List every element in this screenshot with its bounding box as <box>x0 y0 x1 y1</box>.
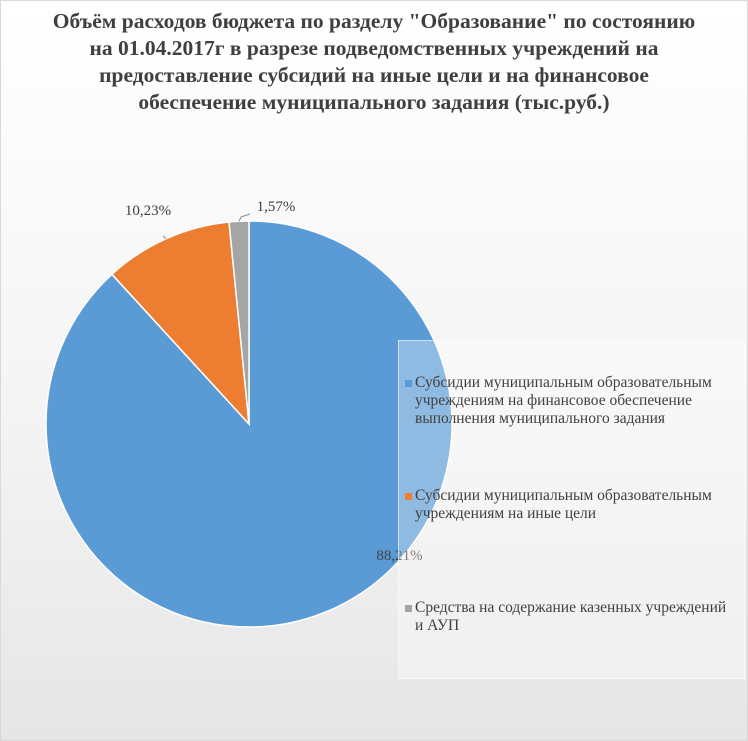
legend-item-other-purposes: Субсидии муниципальным образовательным у… <box>405 487 735 523</box>
label-leader-line <box>238 213 251 222</box>
legend-label: Средства на содержание казенных учрежден… <box>415 599 727 634</box>
legend-swatch <box>405 380 412 387</box>
legend-swatch <box>405 493 412 500</box>
pie-slice-state-institutions <box>228 220 250 425</box>
chart-legend: Субсидии муниципальным образовательным у… <box>398 340 745 679</box>
data-label-other-purposes: 10,23% <box>125 203 171 219</box>
legend-swatch <box>405 605 412 612</box>
chart-title: Объём расходов бюджета по разделу "Образ… <box>52 9 696 114</box>
data-label-state-institutions: 1,57% <box>257 199 296 215</box>
pie-slice-other-purposes <box>110 221 250 427</box>
label-leader-line <box>162 235 167 240</box>
legend-item-state-institutions: Средства на содержание казенных учрежден… <box>405 599 735 635</box>
legend-item-municipal-task: Субсидии муниципальным образовательным у… <box>405 374 735 428</box>
legend-label: Субсидии муниципальным образовательным у… <box>415 487 712 522</box>
data-label-municipal-task: 88,21% <box>376 548 422 564</box>
legend-label: Субсидии муниципальным образовательным у… <box>415 374 712 427</box>
